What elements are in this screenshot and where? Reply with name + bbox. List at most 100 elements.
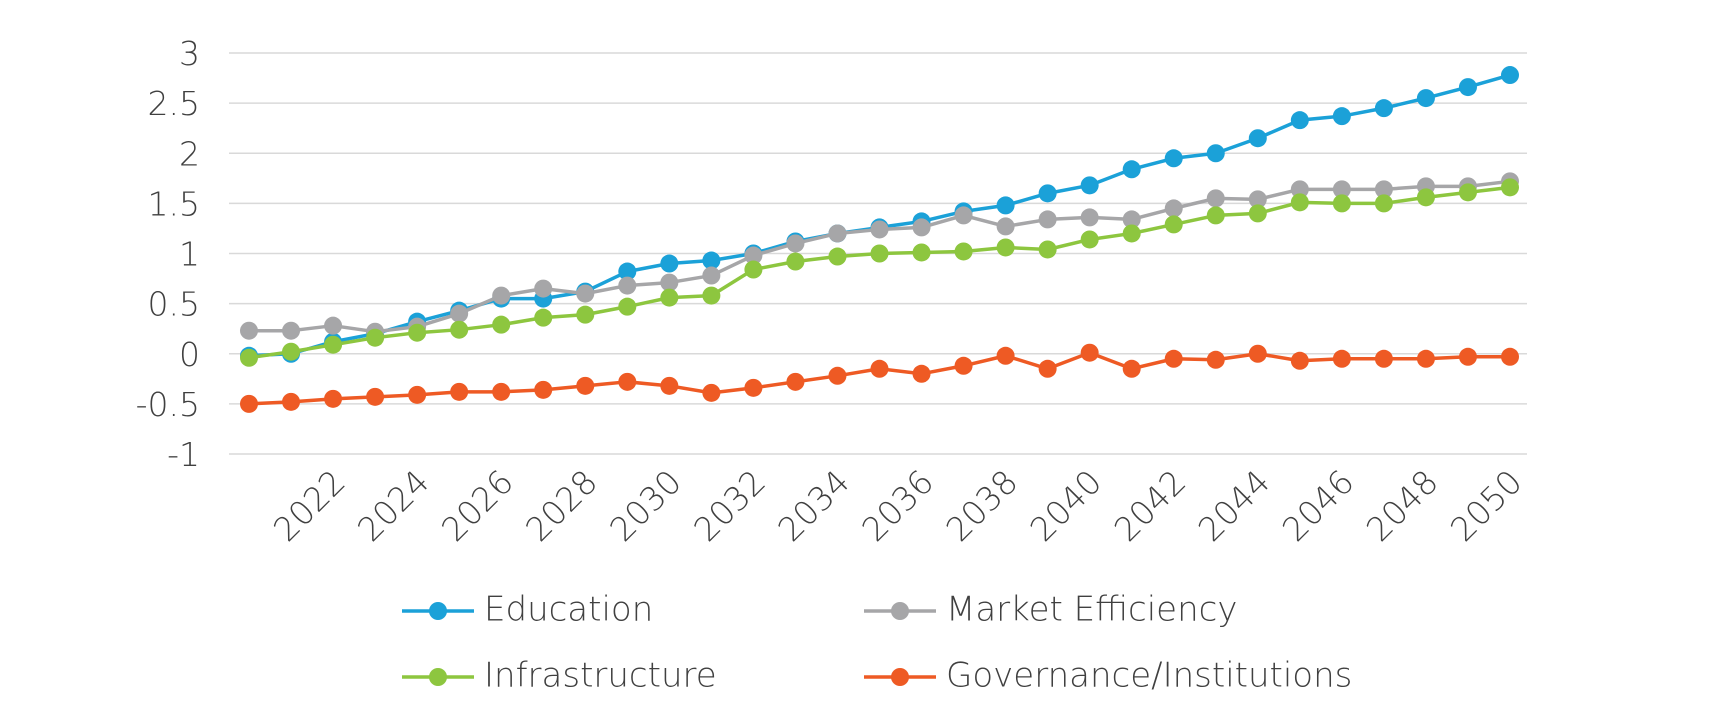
legend-swatch-marker: [429, 602, 447, 620]
y-tick-label: 0.5: [148, 285, 200, 324]
data-point: [912, 243, 931, 262]
y-tick-label: -0.5: [136, 385, 200, 424]
y-tick-label: 3: [179, 34, 200, 73]
data-point: [1374, 349, 1393, 368]
data-point: [618, 372, 637, 391]
data-point: [1248, 204, 1267, 223]
data-point: [1080, 176, 1099, 195]
x-tick-label: 2046: [1275, 462, 1362, 549]
data-point: [870, 244, 889, 263]
data-point: [576, 376, 595, 395]
data-point: [1038, 359, 1057, 378]
data-point: [450, 382, 469, 401]
data-point: [618, 262, 637, 281]
data-point: [702, 251, 721, 270]
data-point: [408, 385, 427, 404]
data-point: [912, 364, 931, 383]
series-line: [248, 185, 1511, 360]
x-tick-label: 2026: [434, 462, 521, 549]
data-point: [744, 260, 763, 279]
data-point: [1290, 351, 1309, 370]
data-point: [492, 315, 511, 334]
data-point: [1248, 344, 1267, 363]
data-point: [324, 389, 343, 408]
data-point: [1458, 183, 1477, 202]
data-point: [1248, 129, 1267, 148]
data-point: [1206, 350, 1225, 369]
data-point: [1332, 107, 1351, 126]
data-point: [1080, 230, 1099, 249]
data-point: [702, 383, 721, 402]
legend-item: Infrastructure: [402, 656, 717, 696]
data-point: [954, 206, 973, 225]
legend-item: Market Efficiency: [864, 590, 1237, 630]
data-point: [618, 276, 637, 295]
data-point: [786, 252, 805, 271]
y-tick-label: 2.5: [148, 84, 200, 123]
data-point: [1164, 349, 1183, 368]
data-point: [660, 273, 679, 292]
data-point: [954, 356, 973, 375]
legend-label: Education: [484, 590, 653, 630]
data-point: [240, 348, 258, 367]
data-point: [1038, 240, 1057, 259]
data-point: [1164, 149, 1183, 168]
data-point: [828, 247, 847, 266]
data-point: [1458, 78, 1477, 97]
data-point: [1038, 184, 1057, 203]
data-point: [240, 394, 258, 413]
x-tick-label: 2050: [1443, 462, 1530, 549]
data-point: [1332, 180, 1351, 199]
data-point: [492, 382, 511, 401]
legend-label: Infrastructure: [484, 656, 717, 696]
data-point: [1416, 89, 1435, 108]
data-point: [702, 286, 721, 305]
x-tick-label: 2034: [770, 462, 857, 549]
data-point: [912, 218, 931, 237]
x-tick-label: 2038: [938, 462, 1025, 549]
data-point: [1332, 349, 1351, 368]
x-tick-label: 2032: [686, 462, 773, 549]
data-point: [744, 246, 763, 265]
data-point: [534, 308, 553, 327]
data-point: [366, 387, 385, 406]
data-point: [282, 321, 301, 340]
data-point: [576, 305, 595, 324]
data-point: [1038, 210, 1057, 229]
data-point: [660, 376, 679, 395]
data-point: [870, 359, 889, 378]
data-point: [1122, 359, 1141, 378]
data-point: [1080, 208, 1099, 227]
data-point: [786, 372, 805, 391]
data-point: [1122, 160, 1141, 179]
x-tick-label: 2042: [1106, 462, 1193, 549]
data-point: [870, 220, 889, 239]
data-point: [534, 279, 553, 298]
data-point: [744, 378, 763, 397]
data-point: [828, 224, 847, 243]
data-point: [1206, 206, 1225, 225]
y-tick-label: 1.5: [148, 184, 200, 223]
data-point: [1290, 180, 1309, 199]
data-point: [282, 342, 301, 361]
data-point: [1374, 180, 1393, 199]
data-point: [1080, 343, 1099, 362]
legend-swatch-marker: [429, 668, 447, 686]
x-tick-label: 2030: [602, 462, 689, 549]
y-tick-label: 0: [179, 335, 200, 374]
data-point: [1501, 178, 1519, 197]
data-point: [996, 238, 1015, 257]
data-point: [1416, 188, 1435, 207]
x-tick-label: 2028: [518, 462, 605, 549]
data-point: [1164, 215, 1183, 234]
data-point: [450, 320, 469, 339]
data-point: [1122, 224, 1141, 243]
data-point: [1206, 189, 1225, 208]
legend-item: Governance/Institutions: [864, 656, 1352, 696]
data-point: [576, 284, 595, 303]
x-tick-label: 2036: [854, 462, 941, 549]
data-point: [996, 346, 1015, 365]
data-point: [660, 254, 679, 273]
